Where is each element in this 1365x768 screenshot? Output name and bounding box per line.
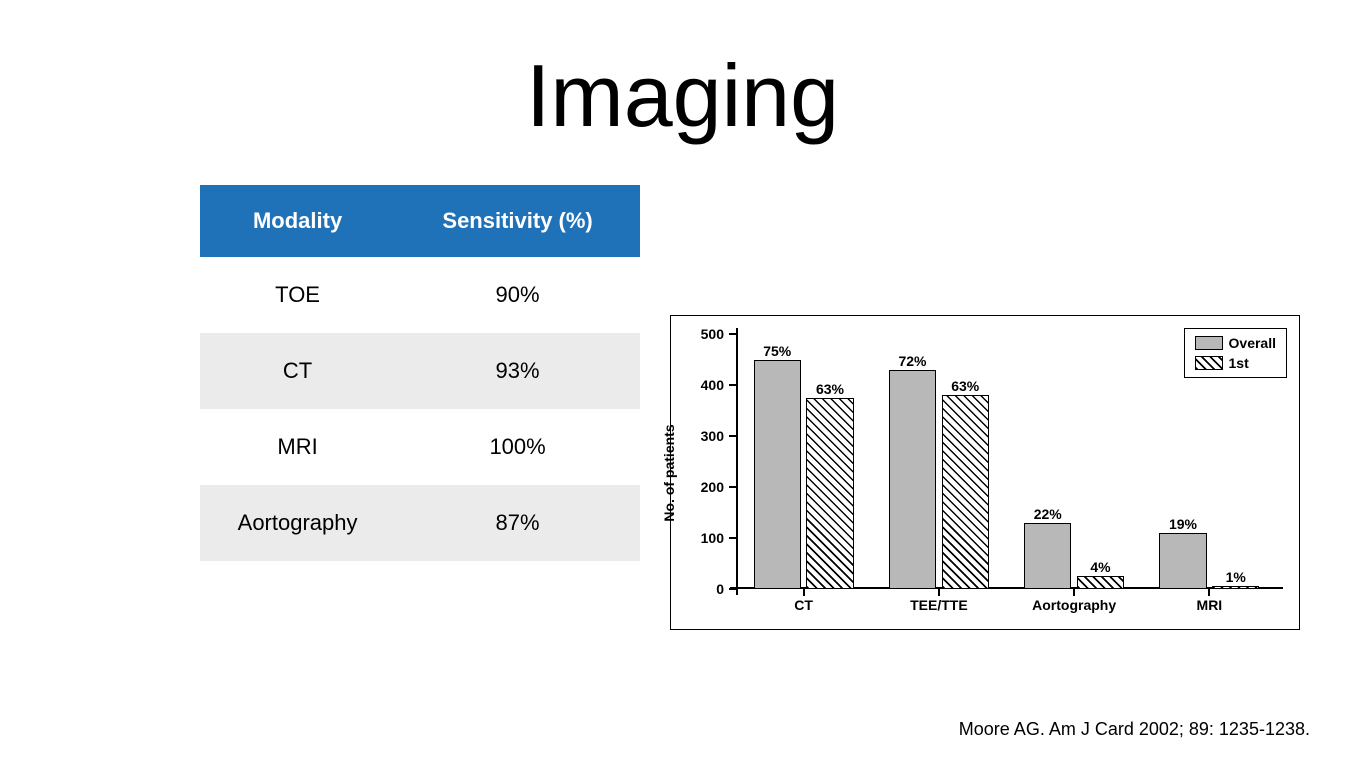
table-cell: 93%: [395, 333, 640, 409]
bar-overall: 75%: [754, 360, 801, 590]
table-cell: MRI: [200, 409, 395, 485]
table-cell: TOE: [200, 257, 395, 333]
xtick-label: CT: [794, 597, 813, 613]
bar-value-label: 72%: [898, 353, 926, 369]
bar-overall: 22%: [1024, 523, 1071, 589]
table-cell: 90%: [395, 257, 640, 333]
table-row: MRI 100%: [200, 409, 640, 485]
y-axis: [736, 328, 738, 595]
legend-label: 1st: [1229, 355, 1249, 371]
table-cell: Aortography: [200, 485, 395, 561]
ytick: [729, 333, 736, 335]
xtick: [1208, 589, 1210, 596]
citation-text: Moore AG. Am J Card 2002; 89: 1235-1238.: [959, 719, 1310, 740]
ytick-label: 300: [701, 428, 724, 444]
xtick: [803, 589, 805, 596]
legend-item-first: 1st: [1195, 355, 1276, 371]
table-row: CT 93%: [200, 333, 640, 409]
table-row: Aortography 87%: [200, 485, 640, 561]
legend-item-overall: Overall: [1195, 335, 1276, 351]
chart-ylabel: No. of patients: [661, 424, 677, 521]
chart-legend: Overall 1st: [1184, 328, 1287, 378]
ytick: [729, 384, 736, 386]
table-header-sensitivity: Sensitivity (%): [395, 185, 640, 257]
bar-value-label: 1%: [1226, 569, 1246, 585]
ytick-label: 500: [701, 326, 724, 342]
ytick-label: 400: [701, 377, 724, 393]
sensitivity-table: Modality Sensitivity (%) TOE 90% CT 93% …: [200, 185, 640, 561]
bar-first: 4%: [1077, 576, 1124, 589]
table-cell: 100%: [395, 409, 640, 485]
xtick-label: TEE/TTE: [910, 597, 968, 613]
ytick: [729, 588, 736, 590]
slide-title: Imaging: [0, 45, 1365, 147]
bar-value-label: 63%: [816, 381, 844, 397]
bar-value-label: 75%: [763, 343, 791, 359]
bar-first: 63%: [942, 395, 989, 589]
table-cell: 87%: [395, 485, 640, 561]
table-header-row: Modality Sensitivity (%): [200, 185, 640, 257]
ytick-label: 200: [701, 479, 724, 495]
content-row: Modality Sensitivity (%) TOE 90% CT 93% …: [0, 185, 1365, 630]
bar-value-label: 19%: [1169, 516, 1197, 532]
ytick: [729, 537, 736, 539]
bar-overall: 19%: [1159, 533, 1206, 589]
bar-value-label: 22%: [1034, 506, 1062, 522]
xtick: [1073, 589, 1075, 596]
table-cell: CT: [200, 333, 395, 409]
slide: Imaging Modality Sensitivity (%) TOE 90%…: [0, 0, 1365, 768]
bar-value-label: 4%: [1090, 559, 1110, 575]
bar-overall: 72%: [889, 370, 936, 589]
table-row: TOE 90%: [200, 257, 640, 333]
bar-first: 63%: [806, 398, 853, 589]
bar-first: 1%: [1212, 586, 1259, 589]
bar-chart: No. of patients 010020030040050075%63%CT…: [670, 315, 1300, 630]
xtick-label: Aortography: [1032, 597, 1116, 613]
ytick: [729, 486, 736, 488]
table-region: Modality Sensitivity (%) TOE 90% CT 93% …: [0, 185, 670, 630]
xtick: [938, 589, 940, 596]
legend-label: Overall: [1229, 335, 1276, 351]
chart-region: No. of patients 010020030040050075%63%CT…: [670, 185, 1365, 630]
table-header-modality: Modality: [200, 185, 395, 257]
ytick-label: 0: [716, 581, 724, 597]
xtick-label: MRI: [1197, 597, 1223, 613]
bar-value-label: 63%: [951, 378, 979, 394]
legend-swatch-icon: [1195, 356, 1223, 370]
ytick-label: 100: [701, 530, 724, 546]
legend-swatch-icon: [1195, 336, 1223, 350]
ytick: [729, 435, 736, 437]
